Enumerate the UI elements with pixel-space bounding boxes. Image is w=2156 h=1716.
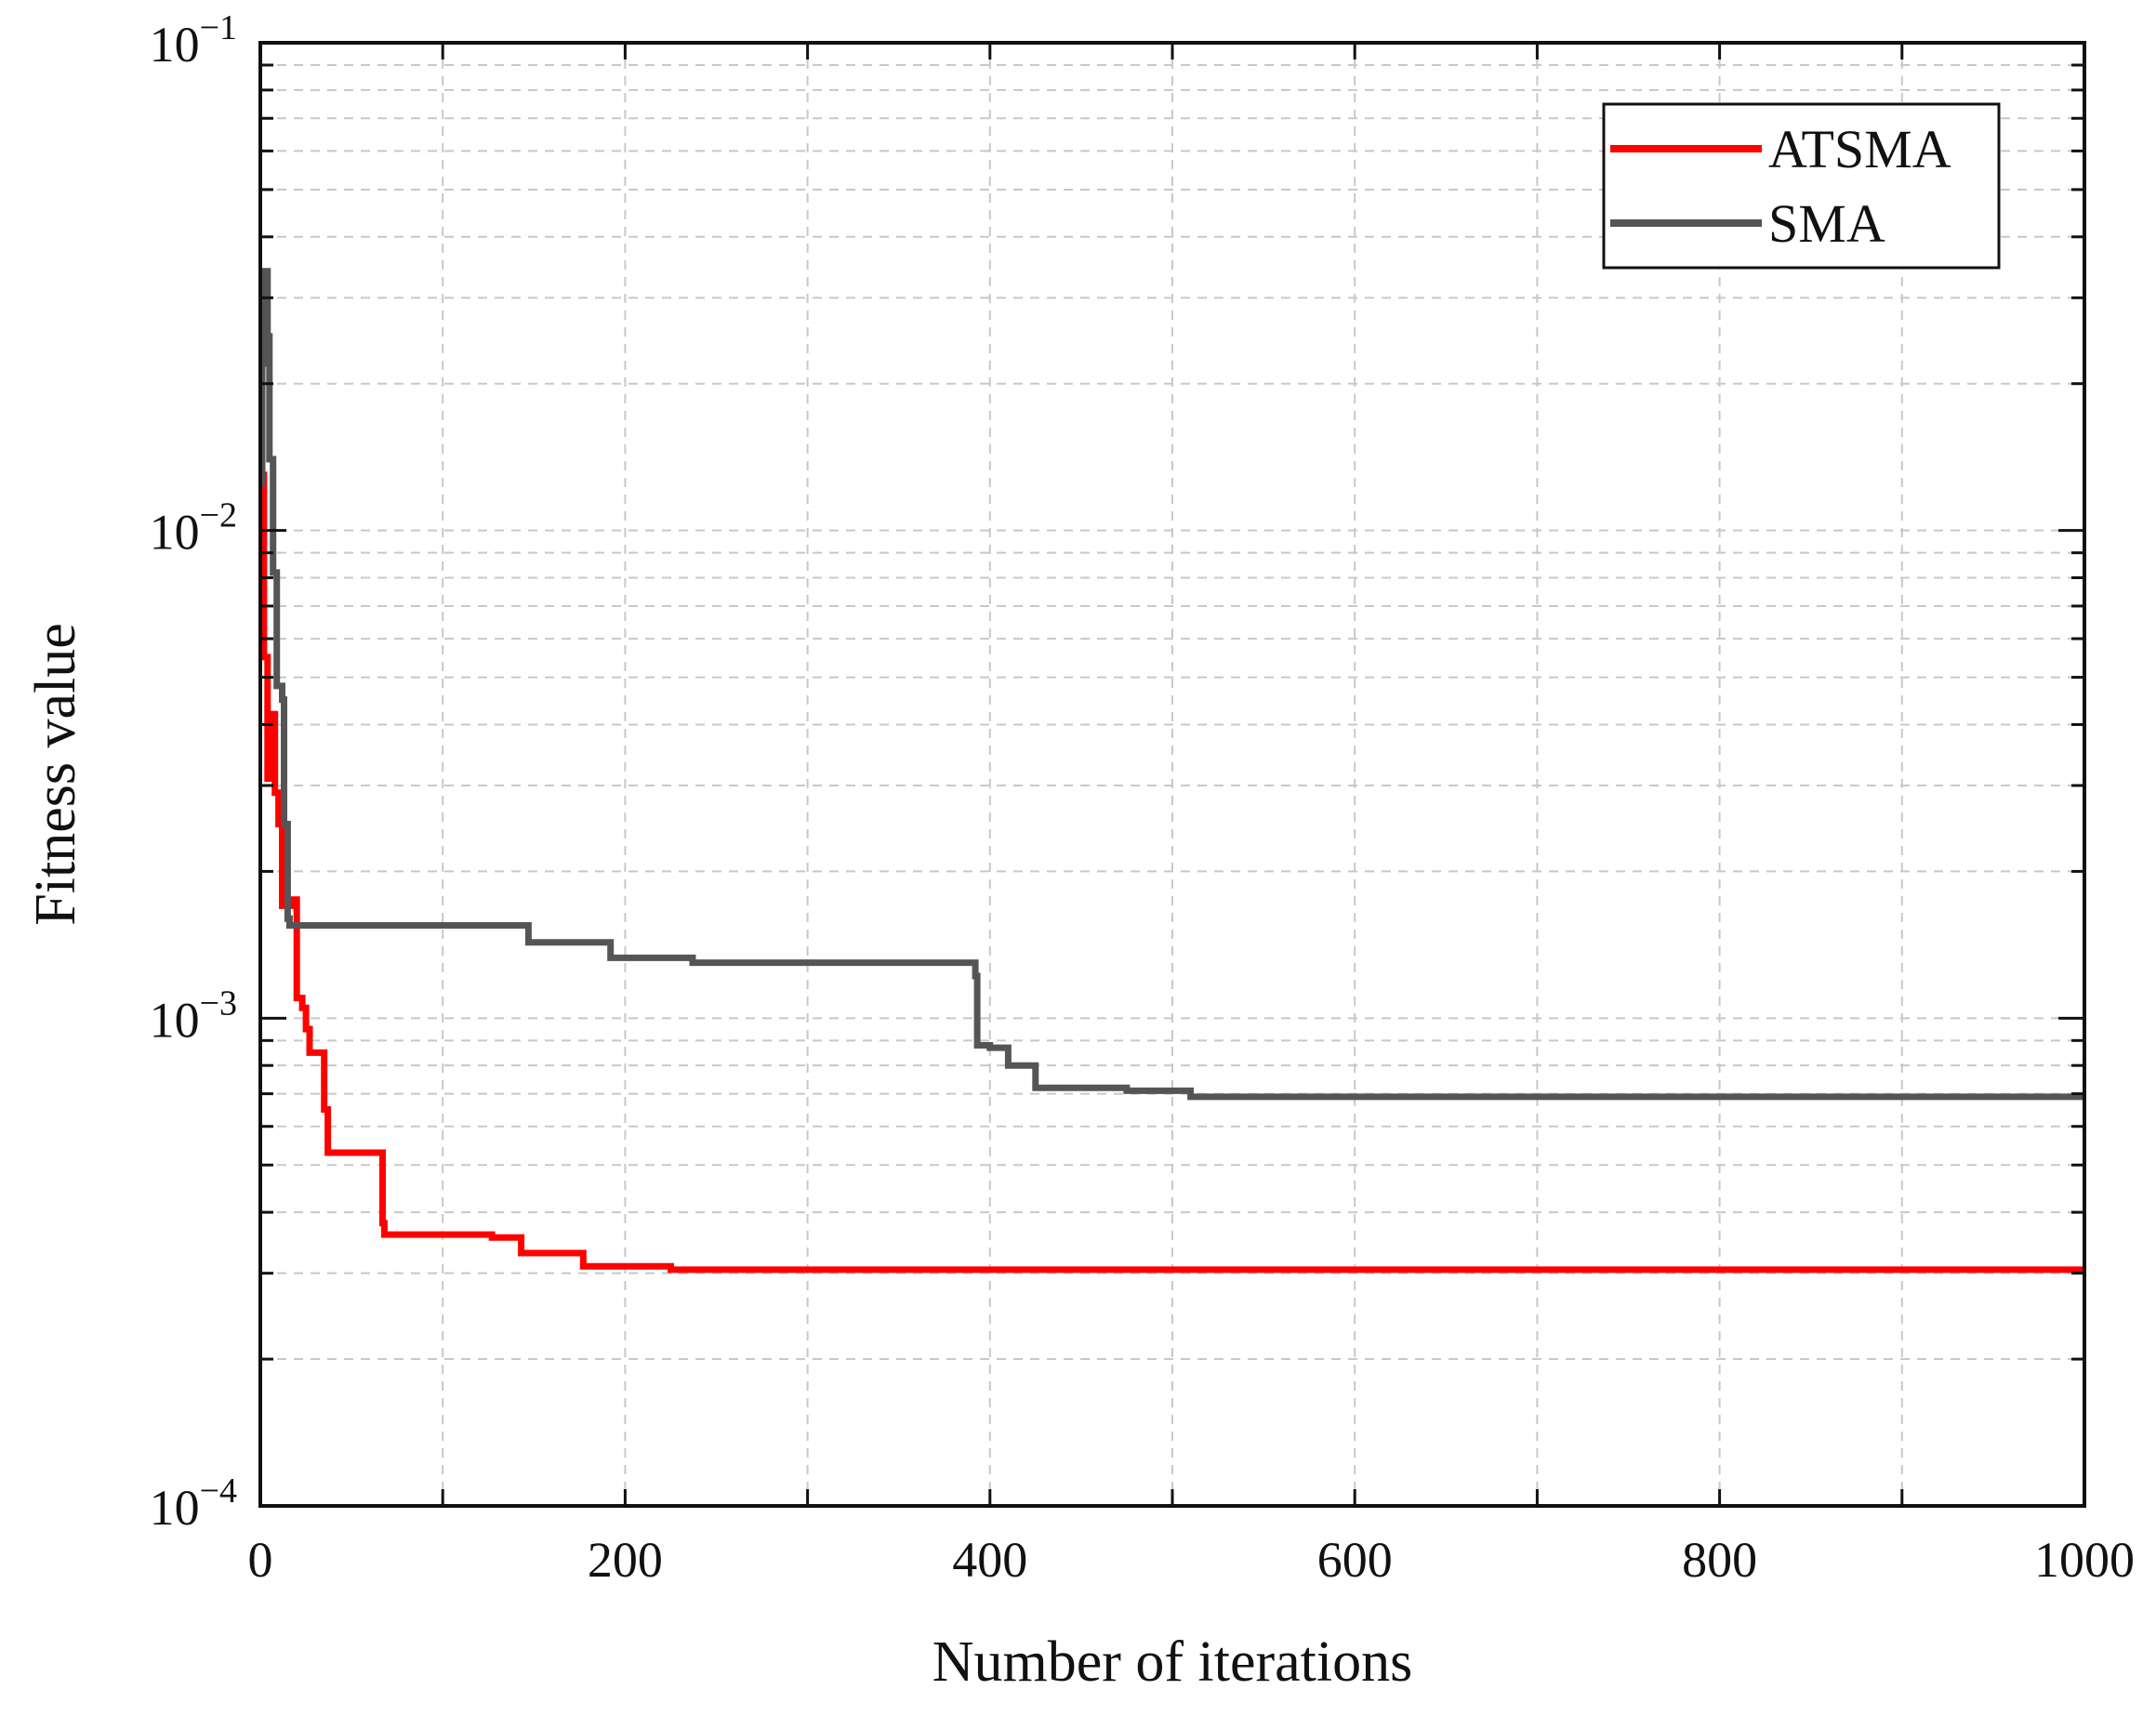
y-tick-label-base: 10 (150, 992, 200, 1048)
x-axis-title: Number of iterations (933, 1630, 1413, 1694)
y-tick-label-exponent: −4 (200, 1472, 237, 1511)
tick-layer (260, 43, 2084, 1506)
y-tick-label-base: 10 (150, 1480, 200, 1536)
y-tick-label-exponent: −2 (200, 496, 237, 535)
legend: ATSMA SMA (1602, 102, 2001, 270)
y-tick-label: 10−1 (150, 8, 237, 73)
x-tick-label: 800 (1682, 1532, 1757, 1588)
y-tick-label-exponent: −3 (200, 983, 237, 1023)
y-tick-label: 10−3 (150, 983, 237, 1048)
legend-label-sma: SMA (1768, 193, 1885, 254)
y-tick-label-base: 10 (150, 505, 200, 561)
y-tick-label: 10−2 (150, 496, 237, 561)
series-line-sma (258, 268, 2084, 1101)
series-layer (258, 268, 2084, 1274)
series-line-atsma (260, 471, 2084, 1274)
x-tick-label: 0 (248, 1532, 273, 1588)
legend-box (1602, 102, 2001, 270)
x-tick-label: 200 (588, 1532, 663, 1588)
x-tick-label: 600 (1317, 1532, 1393, 1588)
grid-layer (260, 43, 2084, 1506)
y-tick-label-base: 10 (150, 17, 200, 73)
y-tick-label: 10−4 (150, 1472, 237, 1536)
y-axis-title: Fitness value (24, 623, 87, 925)
y-tick-label-exponent: −1 (200, 8, 237, 47)
x-tick-label: 1000 (2034, 1532, 2135, 1588)
x-tick-label: 400 (952, 1532, 1027, 1588)
legend-label-atsma: ATSMA (1768, 119, 1951, 179)
